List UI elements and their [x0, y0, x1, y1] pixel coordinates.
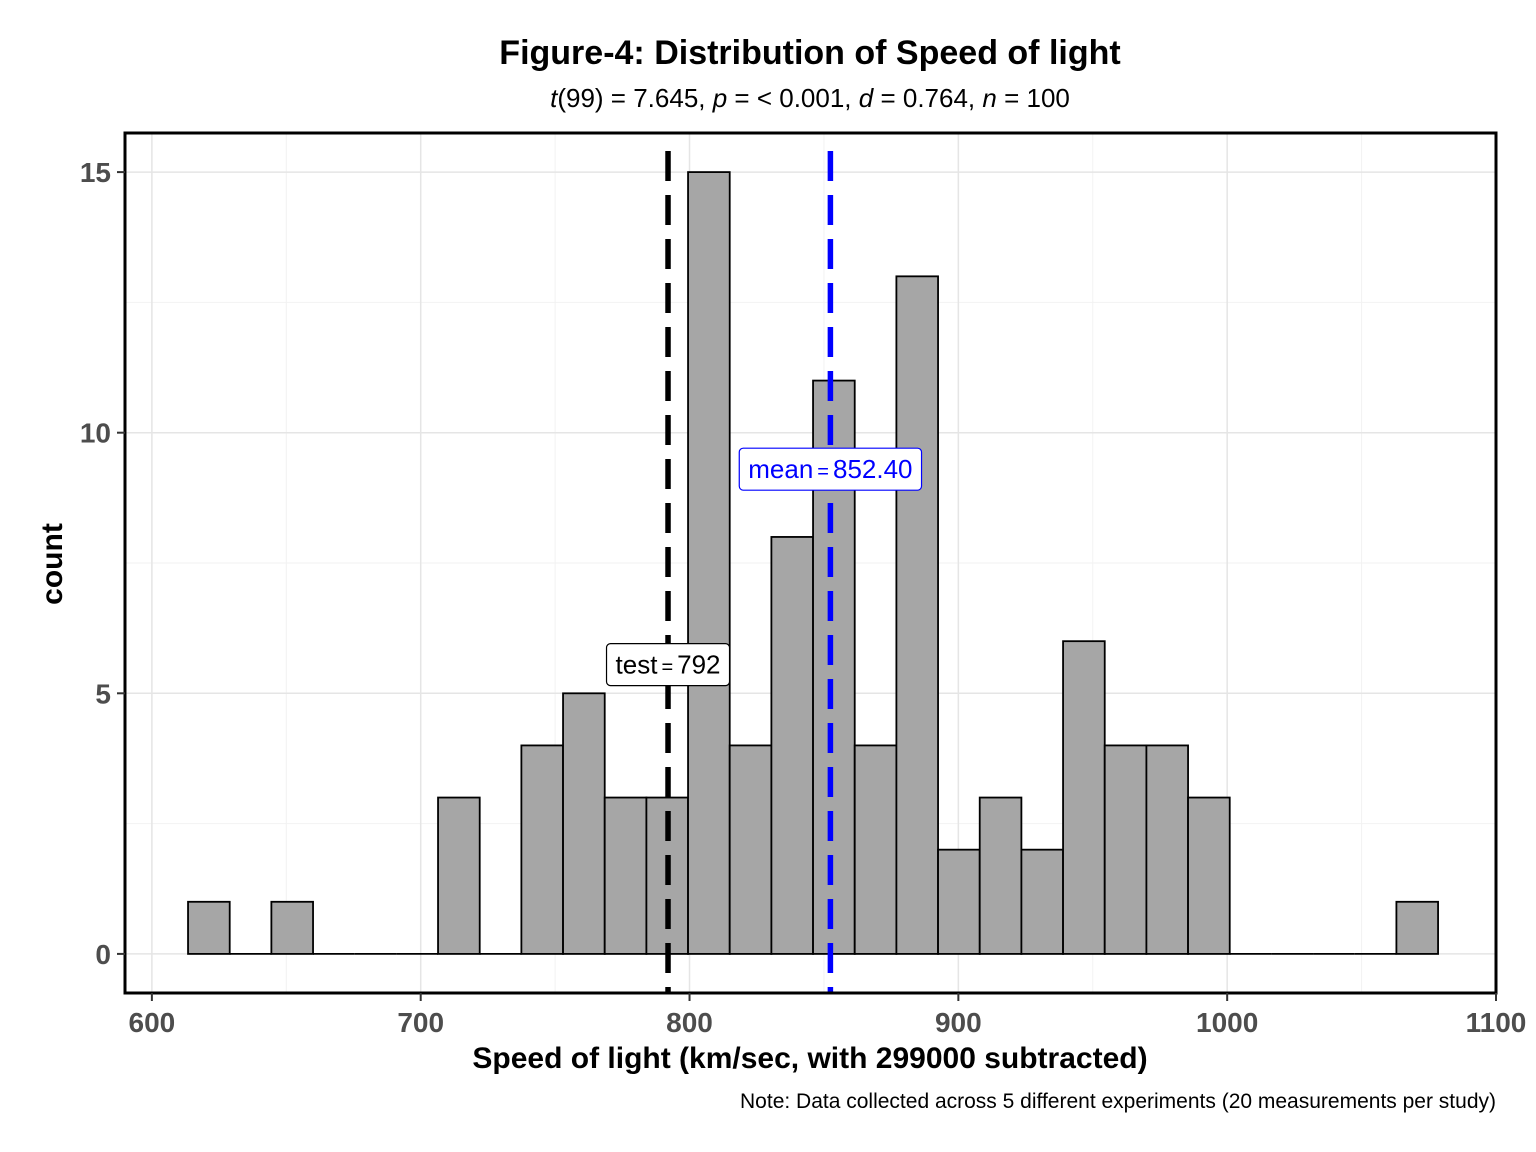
test-label-text: test = 792: [616, 650, 721, 680]
histogram-bar-14: [770, 536, 814, 955]
subtitle-part-1: (99) = 7.645,: [557, 83, 712, 113]
subtitle-part-0: t: [550, 83, 559, 113]
y-tick-label: 15: [80, 157, 111, 188]
x-tick-label: 1000: [1196, 1007, 1258, 1038]
subtitle-part-5: = 0.764,: [873, 83, 982, 113]
histogram-bar-20: [1020, 848, 1064, 955]
histogram-bar-17: [895, 275, 939, 955]
x-tick-label: 1100: [1466, 1007, 1527, 1038]
test-label: test = 792: [605, 643, 731, 687]
chart-title: Figure-4: Distribution of Speed of light: [499, 34, 1120, 72]
x-axis: 600 700 800 900 1000 1100: [129, 993, 1527, 1038]
y-tick-label: 10: [80, 418, 111, 449]
subtitle-part-2: p: [712, 83, 727, 113]
histogram-bar-2: [270, 900, 314, 955]
mean-label-value: 852.40: [833, 454, 913, 484]
histogram-bar-16: [853, 744, 898, 955]
histogram-bar-18: [937, 848, 981, 955]
y-tick-label: 5: [95, 678, 111, 709]
chart-subtitle: t(99) = 7.645, p = < 0.001, d = 0.764, n…: [550, 83, 1070, 113]
chart-caption: Note: Data collected across 5 different …: [740, 1090, 1496, 1113]
x-tick-label: 600: [129, 1007, 176, 1038]
test-label-equals: =: [661, 657, 673, 679]
subtitle-part-7: = 100: [997, 83, 1070, 113]
mean-label-equals: =: [817, 461, 829, 483]
mean-label-name: mean: [748, 454, 813, 484]
histogram-bar-29: [1395, 900, 1439, 955]
histogram-bar-12: [687, 171, 731, 955]
histogram-bars: [187, 171, 1439, 955]
test-label-box: [605, 643, 731, 687]
mean-label-text: mean = 852.40: [748, 454, 912, 484]
histogram-bar-19: [978, 796, 1023, 955]
x-tick-label: 800: [666, 1007, 713, 1038]
histogram-bar-24: [1187, 796, 1231, 955]
subtitle-part-4: d: [859, 83, 875, 113]
histogram-bar-21: [1062, 640, 1106, 955]
reference-lines: [665, 151, 834, 993]
y-tick-label: 0: [95, 939, 111, 970]
histogram-bar-22: [1103, 744, 1148, 955]
histogram-bar-23: [1145, 744, 1189, 955]
subtitle-part-6: n: [982, 83, 996, 113]
subtitle-part-3: = < 0.001,: [727, 83, 859, 113]
mean-label: mean = 852.40: [738, 447, 923, 491]
histogram-bar-0: [187, 900, 231, 955]
y-axis-title: count: [36, 523, 69, 605]
histogram-bar-6: [437, 796, 481, 955]
histogram-bar-9: [562, 692, 606, 955]
plot-border: [123, 131, 1498, 995]
y-axis: 0 5 10 15: [80, 157, 125, 970]
test-label-name: test: [616, 650, 659, 680]
histogram-bar-10: [603, 796, 648, 955]
histogram-bar-8: [520, 744, 564, 955]
test-label-value: 792: [677, 650, 720, 680]
mean-label-box: [738, 447, 923, 491]
histogram-bar-13: [728, 744, 773, 955]
x-tick-label: 700: [397, 1007, 444, 1038]
x-axis-title: Speed of light (km/sec, with 299000 subt…: [472, 1042, 1147, 1075]
x-tick-label: 900: [935, 1007, 982, 1038]
